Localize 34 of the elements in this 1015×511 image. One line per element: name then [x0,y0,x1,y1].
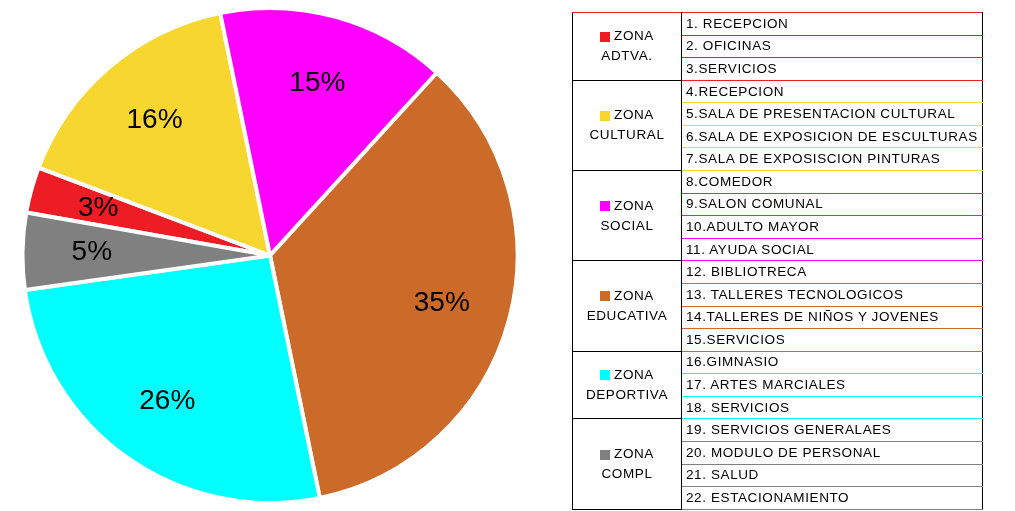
text: 8.COMEDOR [686,173,774,189]
text: 11. AYUDA SOCIAL [686,241,815,257]
text: 22. ESTACIONAMIENTO [686,490,850,506]
data-label: 26% [139,383,196,415]
text: 9.SALON COMUNAL [686,196,824,212]
legend-label: ZONA DEPORTIVA [585,367,669,403]
text: 5.SALA DE PRESENTACION CULTURAL [686,106,956,122]
legend-label: ZONA SOCIAL [600,197,654,233]
data-label: 3% [77,190,119,222]
text: 3.SERVICIOS [686,60,778,76]
text: 1. RECEPCION [686,15,789,31]
legend-label: ZONA COMPL [601,446,654,482]
text: 20. MODULO DE PERSONAL [686,444,881,460]
text: 14.TALLERES DE NIÑOS Y JOVENES [686,309,939,325]
data-label: 5% [71,235,113,267]
text: 16.GIMNASIO [686,354,779,370]
text: 18. SERVICIOS [686,399,790,415]
legend-label: ZONA CULTURAL [589,107,665,143]
data-label: 15% [289,66,346,98]
text: 7.SALA DE EXPOSISCION PINTURAS [686,151,941,167]
legend-label: ZONA EDUCATIVA [586,288,668,324]
text: 15.SERVICIOS [686,331,786,347]
legend-label: ZONA ADTVA. [601,28,654,64]
text: 12. BIBLIOTRECA [686,264,807,280]
text: 19. SERVICIOS GENERALAES [686,422,892,438]
text: 21. SALUD [686,467,759,483]
data-label: 35% [413,285,470,317]
text: 2. OFICINAS [686,38,772,54]
text: 4.RECEPCION [686,83,785,99]
text: 10.ADULTO MAYOR [686,218,820,234]
data-label: 16% [126,102,183,134]
text: 6.SALA DE EXPOSICION DE ESCULTURAS [686,128,978,144]
text: 13. TALLERES TECNOLOGICOS [686,286,904,302]
text: 17. ARTES MARCIALES [686,377,846,393]
